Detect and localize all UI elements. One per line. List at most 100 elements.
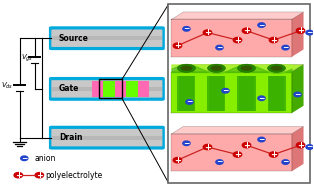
Bar	[52, 87, 161, 91]
Text: +: +	[243, 26, 250, 35]
FancyBboxPatch shape	[51, 29, 162, 47]
Circle shape	[269, 152, 278, 157]
Bar	[126, 81, 138, 97]
Circle shape	[282, 45, 289, 50]
Text: −: −	[222, 86, 229, 95]
Text: −: −	[183, 139, 190, 148]
Text: +: +	[234, 150, 241, 159]
Circle shape	[258, 96, 265, 101]
FancyBboxPatch shape	[51, 129, 162, 146]
Circle shape	[269, 37, 278, 43]
Ellipse shape	[210, 66, 223, 71]
Circle shape	[296, 28, 305, 33]
Text: −: −	[282, 158, 289, 167]
Ellipse shape	[208, 64, 225, 72]
Bar	[52, 136, 161, 139]
Text: +: +	[297, 141, 304, 150]
Bar	[103, 81, 115, 97]
Text: polyelectrolyte: polyelectrolyte	[45, 171, 103, 180]
Circle shape	[203, 144, 212, 150]
Text: +: +	[297, 26, 304, 35]
Polygon shape	[171, 72, 291, 113]
Text: +: +	[234, 36, 241, 45]
Text: −: −	[258, 21, 265, 30]
Text: −: −	[294, 90, 301, 99]
Polygon shape	[171, 64, 304, 72]
Bar	[208, 76, 225, 111]
Text: −: −	[216, 43, 223, 52]
Text: +: +	[204, 28, 211, 37]
Circle shape	[203, 30, 212, 35]
Circle shape	[242, 28, 251, 33]
Circle shape	[21, 156, 28, 160]
Circle shape	[233, 37, 242, 43]
Polygon shape	[171, 12, 304, 19]
Bar	[177, 76, 195, 111]
Bar	[209, 76, 224, 111]
Text: −: −	[216, 158, 223, 167]
Circle shape	[306, 30, 313, 35]
Text: +: +	[15, 171, 22, 180]
Ellipse shape	[237, 64, 256, 72]
Circle shape	[173, 43, 181, 48]
Circle shape	[35, 173, 44, 178]
Circle shape	[222, 88, 229, 93]
Bar	[237, 76, 256, 111]
Polygon shape	[291, 126, 304, 171]
Polygon shape	[171, 19, 291, 57]
Ellipse shape	[177, 64, 195, 72]
Circle shape	[14, 173, 23, 178]
Text: −: −	[258, 135, 265, 144]
Circle shape	[233, 152, 242, 157]
Circle shape	[306, 145, 313, 149]
Text: anion: anion	[35, 154, 56, 163]
Text: Source: Source	[59, 34, 89, 43]
FancyBboxPatch shape	[49, 126, 165, 149]
Text: +: +	[174, 156, 181, 165]
Circle shape	[296, 143, 305, 148]
Text: +: +	[243, 141, 250, 150]
Polygon shape	[291, 64, 304, 113]
Circle shape	[216, 160, 223, 164]
Circle shape	[294, 92, 301, 97]
Circle shape	[186, 100, 193, 104]
Bar	[268, 76, 285, 111]
Polygon shape	[291, 12, 304, 57]
Bar	[179, 76, 194, 111]
Bar	[52, 36, 161, 40]
Text: $V_{gs}$: $V_{gs}$	[21, 52, 34, 64]
Text: −: −	[306, 143, 313, 152]
Text: +: +	[270, 36, 277, 45]
Ellipse shape	[271, 66, 283, 71]
Polygon shape	[171, 134, 291, 171]
Bar	[269, 76, 284, 111]
Ellipse shape	[241, 66, 252, 71]
Bar	[239, 76, 254, 111]
Bar	[92, 81, 103, 97]
Circle shape	[183, 141, 190, 146]
FancyBboxPatch shape	[49, 26, 165, 50]
Bar	[138, 81, 149, 97]
FancyBboxPatch shape	[51, 80, 162, 98]
Ellipse shape	[268, 64, 285, 72]
Text: +: +	[174, 41, 181, 50]
FancyBboxPatch shape	[168, 5, 310, 183]
Circle shape	[173, 158, 181, 163]
Circle shape	[258, 137, 265, 142]
Ellipse shape	[181, 66, 192, 71]
Text: −: −	[21, 154, 28, 163]
Text: +: +	[270, 150, 277, 159]
Text: −: −	[183, 24, 190, 33]
Text: +: +	[36, 171, 43, 180]
Text: −: −	[258, 94, 265, 103]
Text: −: −	[306, 28, 313, 37]
Text: $V_{ds}$: $V_{ds}$	[1, 81, 13, 91]
Text: +: +	[204, 143, 211, 152]
Circle shape	[183, 27, 190, 31]
FancyBboxPatch shape	[49, 77, 165, 101]
Polygon shape	[171, 126, 304, 134]
Text: Drain: Drain	[59, 133, 82, 142]
Text: −: −	[186, 98, 192, 107]
Circle shape	[258, 23, 265, 27]
Circle shape	[282, 160, 289, 164]
